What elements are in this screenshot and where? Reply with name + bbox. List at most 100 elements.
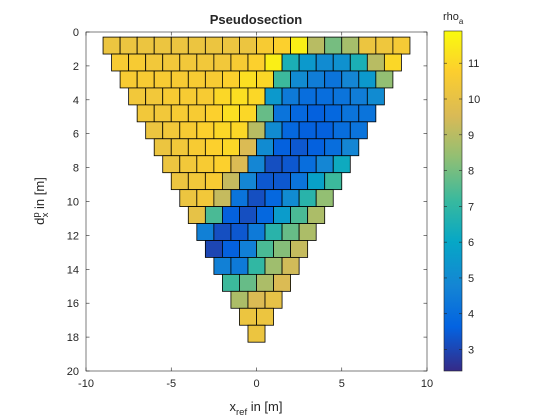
- data-cell: [376, 71, 393, 88]
- data-cell: [257, 308, 274, 325]
- data-cell: [248, 156, 265, 173]
- data-cell: [231, 156, 248, 173]
- data-cell: [376, 37, 393, 54]
- chart-title: Pseudosection: [210, 12, 303, 27]
- data-cell: [342, 105, 359, 122]
- data-cell: [265, 54, 282, 71]
- colorbar-tick-label: 4: [468, 309, 474, 321]
- data-cell: [231, 122, 248, 139]
- data-cell: [180, 156, 197, 173]
- data-cell: [239, 274, 256, 291]
- data-cell: [299, 224, 316, 241]
- data-cell: [231, 257, 248, 274]
- y-tick-label: 14: [67, 264, 79, 276]
- data-cell: [197, 156, 214, 173]
- data-cell: [274, 274, 291, 291]
- data-cell: [265, 190, 282, 207]
- data-cell: [146, 122, 163, 139]
- y-tick-label: 6: [73, 129, 79, 141]
- data-cell: [274, 105, 291, 122]
- data-cell: [282, 88, 299, 105]
- data-cell: [154, 71, 171, 88]
- data-cell: [316, 88, 333, 105]
- x-tick-label: 5: [339, 378, 345, 390]
- data-cell: [282, 156, 299, 173]
- data-cell: [222, 37, 239, 54]
- data-cell: [171, 71, 188, 88]
- data-cell: [171, 139, 188, 156]
- data-cell: [214, 257, 231, 274]
- data-cell: [299, 190, 316, 207]
- data-cell: [299, 54, 316, 71]
- data-cell: [205, 37, 222, 54]
- data-cell: [205, 240, 222, 257]
- data-cell: [137, 105, 154, 122]
- data-cell: [214, 88, 231, 105]
- colorbar-tick-label: 8: [468, 166, 474, 178]
- data-cell: [325, 105, 342, 122]
- y-tick-label: 8: [73, 163, 79, 175]
- data-cell: [188, 71, 205, 88]
- data-cell: [197, 54, 214, 71]
- y-tick-label: 20: [67, 366, 79, 378]
- data-cell: [299, 122, 316, 139]
- data-cell: [325, 139, 342, 156]
- data-cell: [265, 224, 282, 241]
- data-cell: [248, 291, 265, 308]
- data-cell: [188, 37, 205, 54]
- data-cell: [265, 156, 282, 173]
- data-cell: [282, 190, 299, 207]
- data-cell: [248, 224, 265, 241]
- data-cell: [180, 190, 197, 207]
- data-cell: [359, 105, 376, 122]
- data-cell: [188, 207, 205, 224]
- data-cell: [299, 88, 316, 105]
- y-tick-label: 2: [73, 61, 79, 73]
- data-cell: [214, 122, 231, 139]
- data-cell: [163, 122, 180, 139]
- data-cell: [257, 173, 274, 190]
- data-cell: [291, 207, 308, 224]
- data-cell: [393, 37, 410, 54]
- colorbar: [444, 31, 462, 371]
- data-cell: [325, 173, 342, 190]
- data-cell: [333, 88, 350, 105]
- data-cell: [248, 190, 265, 207]
- data-cell: [282, 122, 299, 139]
- data-cell: [265, 257, 282, 274]
- data-cell: [350, 54, 367, 71]
- data-cell: [171, 105, 188, 122]
- data-cell: [325, 71, 342, 88]
- data-cell: [248, 54, 265, 71]
- data-cell: [205, 105, 222, 122]
- data-cell: [222, 105, 239, 122]
- data-cell: [308, 105, 325, 122]
- data-cell: [205, 207, 222, 224]
- data-cell: [239, 105, 256, 122]
- data-cell: [197, 190, 214, 207]
- data-cell: [146, 88, 163, 105]
- data-cell: [103, 37, 120, 54]
- data-cell: [163, 88, 180, 105]
- data-cell: [308, 37, 325, 54]
- data-cell: [180, 122, 197, 139]
- data-cell: [163, 156, 180, 173]
- data-cell: [180, 88, 197, 105]
- data-cell: [171, 173, 188, 190]
- data-cell: [214, 224, 231, 241]
- data-cell: [316, 54, 333, 71]
- colorbar-label: rhoa: [443, 11, 464, 26]
- colorbar-tick-label: 6: [468, 237, 474, 249]
- data-cell: [120, 71, 137, 88]
- data-cell: [222, 240, 239, 257]
- data-cell: [248, 88, 265, 105]
- data-cell: [274, 71, 291, 88]
- data-cell: [137, 71, 154, 88]
- data-cell: [205, 71, 222, 88]
- data-cell: [257, 71, 274, 88]
- colorbar-tick-label: 11: [468, 58, 479, 70]
- data-cell: [282, 54, 299, 71]
- data-cell: [308, 139, 325, 156]
- data-cell: [222, 139, 239, 156]
- data-cell: [367, 54, 384, 71]
